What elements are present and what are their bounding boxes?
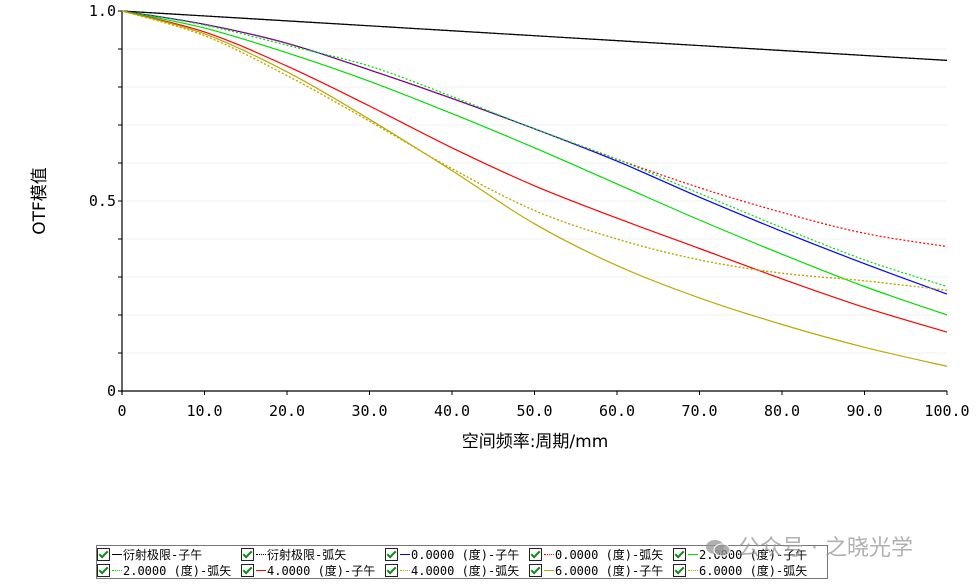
legend-row: 2.0000 (度)-弧矢 4.0000 (度)-子午 4.0000 (度)-弧矢 6… (97, 562, 827, 578)
legend-checkbox[interactable] (529, 563, 542, 577)
tick-labels: 0 10.0 20.0 30.0 40.0 50.0 60.0 70.0 80.0 90.0 100… (89, 2, 970, 420)
series-lines (121, 10, 948, 367)
series-line (121, 10, 948, 291)
legend-checkbox[interactable] (529, 547, 542, 561)
x-tick-label: 70.0 (681, 402, 717, 420)
series-line (121, 10, 948, 295)
legend-item[interactable]: 0.0000 (度)-子午 (385, 546, 529, 563)
x-tick-label: 40.0 (434, 402, 470, 420)
legend-checkbox[interactable] (673, 547, 686, 561)
legend-item[interactable]: 4.0000 (度)-弧矢 (385, 562, 529, 579)
x-tick-label: 30.0 (351, 402, 387, 420)
x-tick-label: 100.0 (924, 402, 969, 420)
series-line (121, 10, 948, 367)
legend-swatch (544, 569, 554, 571)
legend-label: 2.0000 (度)-弧矢 (123, 563, 232, 578)
legend-checkbox[interactable] (97, 547, 110, 561)
legend-item[interactable]: 6.0000 (度)-子午 (529, 562, 673, 579)
legend-item[interactable]: 衍射极限-子午 (97, 546, 241, 563)
legend-label: 衍射极限-子午 (123, 547, 203, 562)
series-line (121, 10, 948, 61)
y-tick-label: 0 (107, 382, 116, 400)
x-tick-label: 50.0 (516, 402, 552, 420)
series-line (121, 10, 948, 333)
series-line (121, 10, 948, 316)
legend-swatch (688, 553, 698, 555)
legend-label: 衍射极限-弧矢 (267, 547, 347, 562)
legend-checkbox[interactable] (241, 563, 254, 577)
legend-checkbox[interactable] (97, 563, 110, 577)
legend-swatch (256, 569, 266, 571)
wechat-icon (706, 540, 731, 557)
series-line (121, 10, 948, 248)
y-tick-label: 1.0 (89, 2, 116, 20)
legend-row: 衍射极限-子午 衍射极限-弧矢 0.0000 (度)-子午 0.0000 (度)-弧矢… (97, 546, 827, 562)
legend-swatch (256, 553, 266, 555)
legend-item[interactable]: 4.0000 (度)-子午 (241, 562, 385, 579)
grid (122, 48, 947, 354)
x-tick-label: 60.0 (599, 402, 635, 420)
legend-checkbox[interactable] (241, 547, 254, 561)
legend-label: 6.0000 (度)-弧矢 (699, 563, 808, 578)
x-tick-label: 90.0 (846, 402, 882, 420)
legend-item[interactable]: 衍射极限-弧矢 (241, 546, 385, 563)
legend-swatch (112, 553, 122, 555)
legend-swatch (400, 553, 410, 555)
x-tick-label: 80.0 (764, 402, 800, 420)
legend-label: 0.0000 (度)-弧矢 (555, 547, 664, 562)
x-tick-label: 20.0 (269, 402, 305, 420)
legend-item[interactable]: 0.0000 (度)-弧矢 (529, 546, 673, 563)
watermark-text: 公众号 · 之晓光学 (738, 536, 913, 561)
legend-label: 4.0000 (度)-弧矢 (411, 563, 520, 578)
x-tick-label: 10.0 (186, 402, 222, 420)
legend-label: 4.0000 (度)-子午 (267, 563, 376, 578)
y-axis-label: OTF模值 (30, 167, 50, 235)
axes (118, 10, 948, 395)
y-tick-label: 0.5 (89, 192, 116, 210)
x-tick-label: 0 (117, 402, 126, 420)
legend-swatch (544, 553, 554, 555)
legend-checkbox[interactable] (385, 563, 398, 577)
series-line (121, 10, 948, 288)
legend-label: 0.0000 (度)-子午 (411, 547, 520, 562)
legend-swatch (400, 569, 410, 571)
watermark: 公众号 · 之晓光学 (705, 530, 913, 562)
legend-checkbox[interactable] (673, 563, 686, 577)
legend-checkbox[interactable] (385, 547, 398, 561)
legend-swatch (112, 569, 122, 571)
x-axis-label: 空间频率:周期/mm (462, 432, 609, 452)
legend: 衍射极限-子午 衍射极限-弧矢 0.0000 (度)-子午 0.0000 (度)-弧矢… (96, 545, 828, 579)
legend-item[interactable]: 6.0000 (度)-弧矢 (673, 562, 817, 579)
legend-item[interactable]: 2.0000 (度)-弧矢 (97, 562, 241, 579)
legend-swatch (688, 569, 698, 571)
otf-chart: 0 10.0 20.0 30.0 40.0 50.0 60.0 70.0 80.0 90.0 100… (30, 2, 970, 452)
legend-label: 6.0000 (度)-子午 (555, 563, 664, 578)
